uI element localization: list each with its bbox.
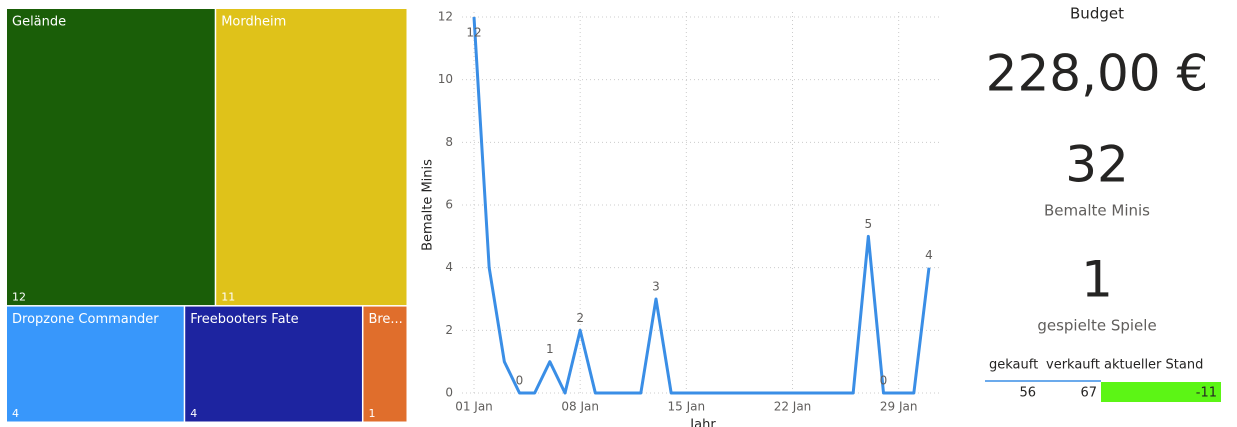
y-tick-label: 0 — [445, 386, 453, 400]
treemap-tile — [363, 306, 407, 422]
x-tick-label: 08 Jan — [561, 400, 599, 414]
y-tick-label: 2 — [445, 323, 453, 337]
table-cell: 56 — [1019, 386, 1036, 401]
table-header: verkauft — [1046, 358, 1100, 373]
y-tick-label: 10 — [438, 72, 453, 86]
data-label: 0 — [516, 374, 524, 388]
card-label: Bemalte Minis — [1044, 202, 1150, 220]
treemap-tile — [7, 9, 215, 306]
cell-highlight — [1101, 382, 1221, 402]
table-cell: -11 — [1196, 386, 1217, 401]
table-header: gekauft — [989, 358, 1038, 373]
card-label: gespielte Spiele — [1037, 317, 1156, 335]
treemap-tile — [216, 9, 407, 306]
tile-value: 4 — [190, 407, 197, 420]
treemap-tile — [7, 306, 184, 422]
data-label: 0 — [880, 374, 888, 388]
tile-label: Bre... — [368, 312, 402, 327]
data-label: 12 — [466, 26, 481, 40]
table-cell: 67 — [1080, 386, 1097, 401]
tile-value: 1 — [368, 407, 375, 420]
data-label: 1 — [546, 342, 554, 356]
y-tick-label: 12 — [438, 10, 453, 24]
x-axis-title: Jahr — [689, 418, 716, 427]
y-tick-label: 8 — [445, 135, 453, 149]
tile-label: Mordheim — [221, 15, 286, 30]
line-series — [472, 16, 931, 395]
table-header: aktueller Stand — [1104, 358, 1203, 373]
card-value: 1 — [1081, 251, 1113, 309]
tile-value: 12 — [12, 291, 26, 304]
y-tick-label: 4 — [445, 260, 453, 274]
treemap-tile — [185, 306, 362, 422]
tile-label: Dropzone Commander — [12, 312, 159, 327]
x-tick-label: 01 Jan — [455, 400, 493, 414]
data-label: 4 — [925, 248, 933, 262]
cards: Budget 228,00 € 32 Bemalte Minis 1 gespi… — [986, 5, 1209, 335]
x-tick-label: 22 Jan — [774, 400, 812, 414]
x-tick-label: 29 Jan — [880, 400, 918, 414]
data-label: 5 — [865, 217, 873, 231]
data-label: 2 — [576, 311, 584, 325]
tile-value: 4 — [12, 407, 19, 420]
table: gekauft verkauft aktueller Stand 56 67 -… — [985, 358, 1221, 402]
y-tick-label: 6 — [445, 198, 453, 212]
y-axis-title: Bemalte Minis — [421, 159, 436, 251]
card-value: 228,00 € — [986, 45, 1209, 103]
tile-value: 11 — [221, 291, 235, 304]
data-label: 3 — [652, 280, 660, 294]
tile-label: Gelände — [12, 15, 66, 30]
card-value: 32 — [1065, 136, 1129, 194]
tile-label: Freebooters Fate — [190, 312, 298, 327]
card-title: Budget — [1070, 5, 1124, 23]
x-tick-label: 15 Jan — [668, 400, 706, 414]
